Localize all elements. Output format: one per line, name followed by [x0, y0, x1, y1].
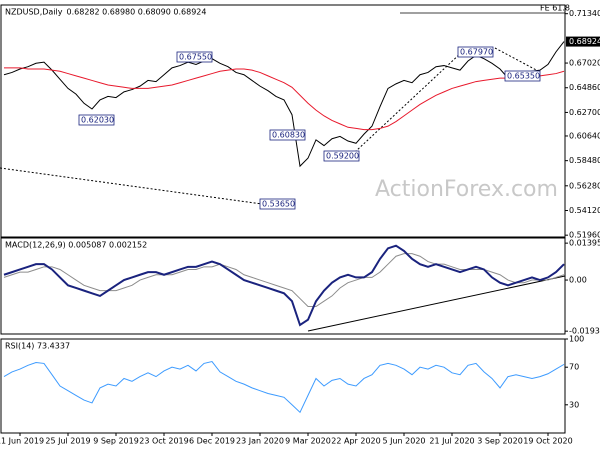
- trend-line: [494, 47, 541, 73]
- y-tick-label: 0.64860: [569, 83, 600, 92]
- annotation-box: [504, 70, 541, 82]
- y-tick-label: -0.019325: [569, 327, 600, 336]
- y-tick-label: 70: [569, 363, 579, 372]
- x-tick-label: 9 Mar 2020: [285, 437, 331, 446]
- series-line: [3, 360, 565, 414]
- x-tick-label: 23 Oct 2019: [139, 437, 188, 446]
- annotation-box: [323, 150, 360, 162]
- last-price-label: 0.68924: [569, 37, 600, 46]
- annotation-label: 0.67970: [460, 48, 493, 57]
- x-tick-label: 25 Jul 2019: [45, 437, 90, 446]
- y-tick-label: 0.62700: [569, 108, 600, 117]
- trend-line: [307, 275, 566, 332]
- annotation-label: 0.53650: [262, 200, 295, 209]
- series-line: [3, 41, 565, 168]
- x-tick-label: 21 Jul 2020: [429, 437, 474, 446]
- y-tick-label: 0.51960: [569, 231, 600, 240]
- annotation-box: [269, 129, 306, 141]
- panel-frame: [0, 338, 566, 434]
- x-tick-label: 22 Apr 2020: [331, 437, 380, 446]
- y-tick-label: 30: [569, 400, 579, 409]
- annotation-label: 0.59200: [326, 152, 359, 161]
- y-tick-label: 100: [569, 335, 584, 344]
- y-tick-label: 0.54120: [569, 206, 600, 215]
- annotation-box: [176, 51, 213, 63]
- x-tick-label: 23 Jan 2020: [236, 437, 284, 446]
- y-tick-label: 0.013956: [569, 239, 600, 248]
- panel-title: RSI(14) 73.4337: [5, 342, 70, 351]
- trend-line: [0, 167, 263, 205]
- annotation-label: 0.67550: [179, 53, 212, 62]
- annotation-label: 0.62030: [81, 116, 114, 125]
- annotation-label: 0.60830: [272, 131, 305, 140]
- watermark: ActionForex.com: [375, 177, 558, 202]
- panel-frame: [0, 4, 566, 238]
- panel-frame: [0, 237, 566, 335]
- x-tick-label: 9 Sep 2019: [93, 437, 139, 446]
- y-tick-label: 0.56280: [569, 181, 600, 190]
- series-line: [4, 67, 565, 131]
- annotation-label: FE 61.8: [540, 4, 570, 13]
- panel-title: NZDUSD,Daily: [5, 8, 63, 17]
- y-tick-label: 0.60640: [569, 131, 600, 140]
- annotation-box: [259, 198, 296, 210]
- annotation-box: [457, 46, 494, 58]
- panel-title: MACD(12,26,9) 0.005087 0.002152: [5, 241, 147, 250]
- last-price-box: [566, 36, 600, 47]
- x-tick-label: 11 Jun 2019: [0, 437, 44, 446]
- panel-subtitle: 0.68282 0.68980 0.68090 0.68924: [67, 8, 207, 17]
- x-tick-label: 6 Dec 2019: [189, 437, 235, 446]
- annotation-box: [78, 114, 115, 126]
- y-tick-label: 0.67020: [569, 59, 600, 68]
- annotation-label: 0.65350: [507, 72, 540, 81]
- y-tick-label: 0.58480: [569, 156, 600, 165]
- x-tick-label: 19 Oct 2020: [523, 437, 572, 446]
- trend-line: [354, 51, 463, 153]
- series-line: [3, 244, 565, 327]
- y-tick-label: 0.00: [569, 276, 587, 285]
- x-tick-label: 5 Jun 2020: [382, 437, 425, 446]
- y-tick-label: 0.71340: [569, 9, 600, 18]
- x-tick-label: 3 Sep 2020: [477, 437, 523, 446]
